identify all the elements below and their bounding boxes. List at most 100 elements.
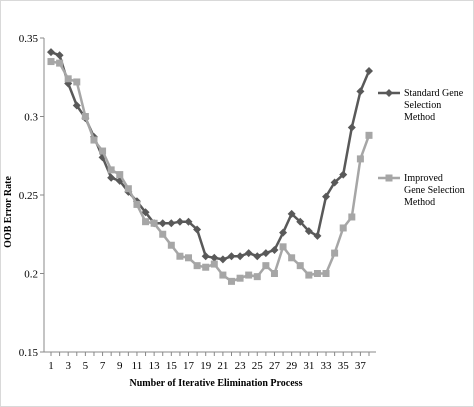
data-point bbox=[253, 252, 262, 261]
data-point bbox=[296, 217, 305, 226]
data-point bbox=[227, 277, 235, 285]
data-point bbox=[210, 253, 219, 262]
data-point bbox=[287, 209, 296, 218]
data-point bbox=[296, 262, 304, 270]
data-point bbox=[236, 274, 244, 282]
data-point bbox=[72, 101, 81, 110]
x-tick-label: 21 bbox=[217, 360, 228, 372]
series-standard bbox=[47, 48, 373, 264]
legend-label: Improved bbox=[404, 173, 443, 184]
x-tick-label: 27 bbox=[269, 360, 281, 372]
data-point bbox=[322, 270, 330, 277]
y-tick-label: 0.25 bbox=[19, 190, 39, 202]
legend-label: Selection bbox=[404, 100, 441, 111]
data-point bbox=[279, 228, 288, 237]
y-tick-label: 0.15 bbox=[19, 347, 39, 359]
data-point bbox=[124, 185, 132, 193]
data-point bbox=[116, 171, 124, 179]
y-axis-title: OOB Error Rate bbox=[3, 176, 14, 248]
data-point bbox=[347, 123, 356, 132]
data-point bbox=[90, 136, 98, 144]
data-point bbox=[365, 131, 373, 139]
x-tick-label: 9 bbox=[117, 360, 123, 372]
data-point bbox=[261, 249, 270, 258]
data-point bbox=[81, 113, 89, 120]
data-point bbox=[236, 252, 245, 261]
x-tick-label: 33 bbox=[321, 360, 333, 372]
data-point bbox=[99, 147, 107, 155]
data-point bbox=[133, 200, 141, 208]
x-tick-label: 7 bbox=[100, 360, 106, 372]
data-point bbox=[64, 75, 72, 83]
x-tick-label: 37 bbox=[355, 360, 367, 372]
data-point bbox=[202, 263, 210, 271]
data-point bbox=[313, 270, 321, 277]
data-point bbox=[47, 58, 55, 66]
data-point bbox=[141, 208, 150, 217]
data-point bbox=[184, 217, 193, 226]
data-point bbox=[288, 254, 296, 262]
data-point bbox=[279, 243, 287, 251]
data-point bbox=[142, 218, 150, 226]
data-point bbox=[175, 217, 184, 226]
data-point bbox=[339, 170, 348, 179]
data-point bbox=[158, 219, 167, 228]
data-point bbox=[253, 273, 261, 281]
data-point bbox=[150, 219, 158, 227]
legend-marker bbox=[385, 89, 393, 97]
x-tick-label: 25 bbox=[252, 360, 264, 372]
data-point bbox=[73, 78, 81, 86]
x-tick-label: 19 bbox=[200, 360, 212, 372]
x-tick-label: 3 bbox=[65, 360, 71, 372]
x-tick-label: 31 bbox=[303, 360, 314, 372]
x-tick-label: 13 bbox=[149, 360, 161, 372]
data-point bbox=[356, 87, 365, 96]
y-tick-label: 0.3 bbox=[24, 112, 38, 124]
legend-label: Gene Selection bbox=[404, 185, 465, 196]
data-point bbox=[193, 262, 201, 270]
data-point bbox=[348, 213, 356, 221]
data-point bbox=[218, 255, 227, 264]
data-point bbox=[167, 241, 175, 249]
legend-label: Method bbox=[404, 112, 435, 123]
x-tick-label: 35 bbox=[338, 360, 350, 372]
data-point bbox=[185, 254, 193, 262]
data-point bbox=[339, 224, 347, 232]
x-axis-title: Number of Iterative Elimination Process bbox=[130, 378, 303, 389]
data-point bbox=[262, 262, 270, 270]
data-point bbox=[356, 155, 364, 163]
x-tick-label: 29 bbox=[286, 360, 298, 372]
data-point bbox=[107, 166, 115, 174]
data-point bbox=[245, 271, 253, 279]
data-point bbox=[210, 260, 218, 268]
data-point bbox=[322, 192, 331, 201]
data-point bbox=[227, 252, 236, 261]
legend-label: Standard Gene bbox=[404, 88, 464, 99]
x-tick-label: 11 bbox=[132, 360, 143, 372]
data-point bbox=[193, 225, 202, 234]
data-point bbox=[305, 271, 313, 279]
data-point bbox=[159, 230, 167, 238]
data-point bbox=[244, 249, 253, 258]
x-tick-label: 17 bbox=[183, 360, 195, 372]
data-point bbox=[107, 173, 116, 182]
data-point bbox=[219, 271, 227, 279]
series-improved bbox=[47, 58, 373, 285]
data-point bbox=[55, 51, 64, 60]
chart-legend: Standard GeneSelectionMethodImprovedGene… bbox=[378, 88, 465, 208]
data-point bbox=[304, 227, 313, 236]
legend-label: Method bbox=[404, 197, 435, 208]
data-point bbox=[47, 48, 55, 57]
data-point bbox=[270, 270, 278, 277]
x-tick-label: 23 bbox=[235, 360, 247, 372]
y-tick-label: 0.2 bbox=[24, 269, 38, 281]
x-tick-label: 1 bbox=[48, 360, 54, 372]
legend-marker bbox=[385, 174, 393, 182]
data-point bbox=[176, 252, 184, 260]
data-point bbox=[331, 249, 339, 257]
x-tick-label: 15 bbox=[166, 360, 178, 372]
series-line bbox=[50, 60, 371, 283]
